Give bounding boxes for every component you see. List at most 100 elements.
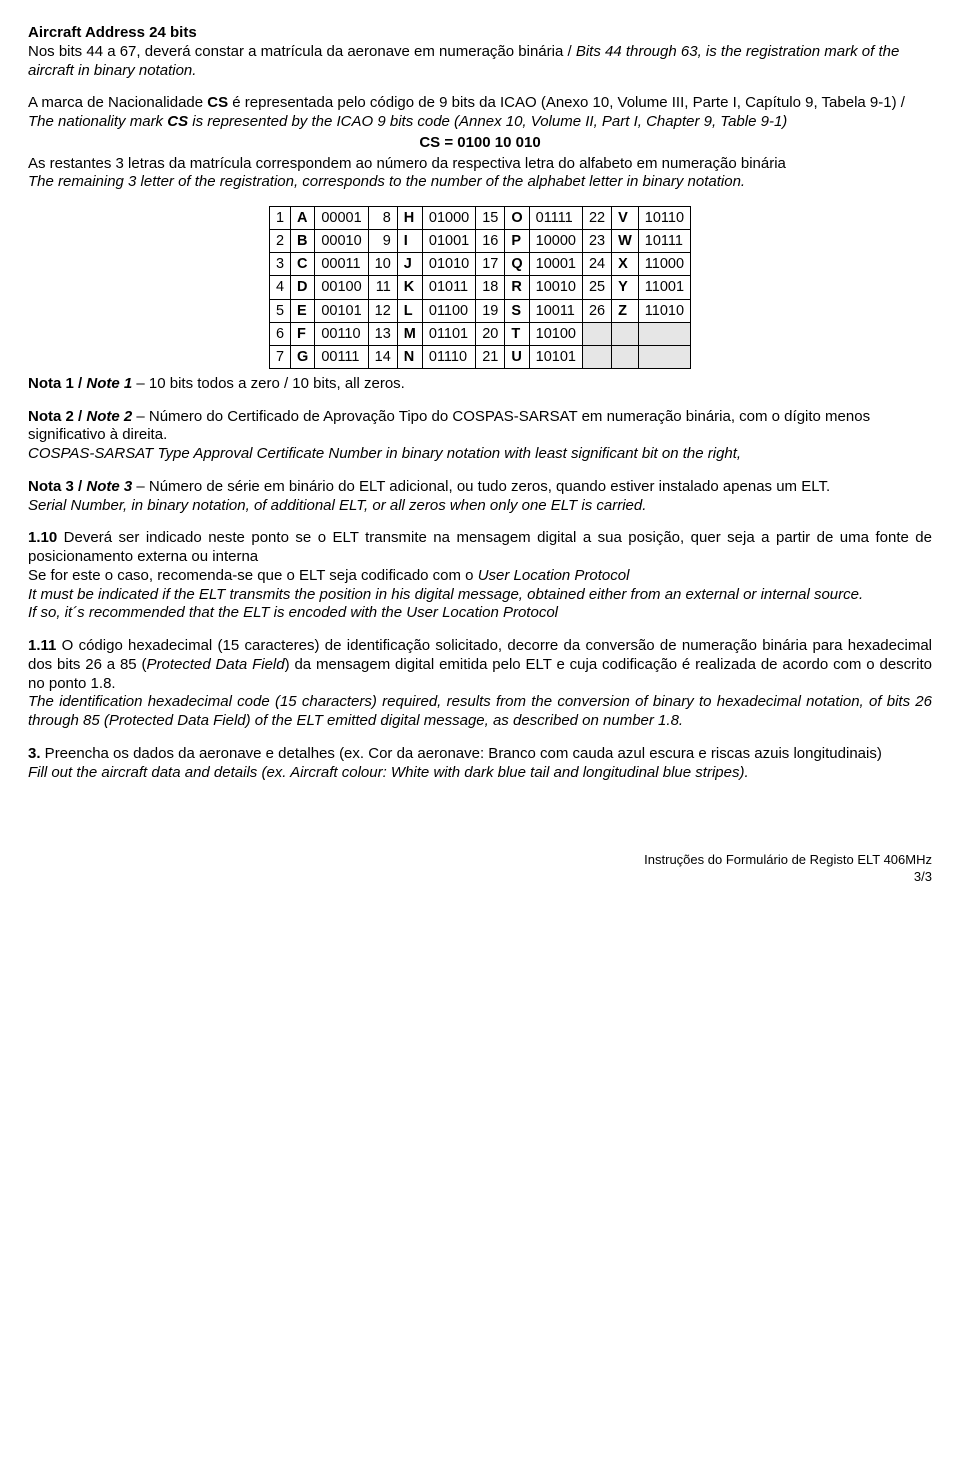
para3-pt: As restantes 3 letras da matrícula corre… bbox=[28, 155, 786, 172]
table-cell: 20 bbox=[476, 322, 505, 345]
table-cell: 00010 bbox=[315, 230, 368, 253]
table-cell: 5 bbox=[269, 299, 290, 322]
table-cell: 10101 bbox=[529, 345, 582, 368]
p3-en: Fill out the aircraft data and details (… bbox=[28, 764, 749, 781]
p110-pt-b: Se for este o caso, recomenda-se que o E… bbox=[28, 567, 478, 584]
note2-en: COSPAS-SARSAT Type Approval Certificate … bbox=[28, 445, 741, 462]
table-cell: P bbox=[505, 230, 529, 253]
table-cell bbox=[612, 345, 639, 368]
p3-num: 3. bbox=[28, 745, 41, 762]
table-cell: D bbox=[291, 276, 315, 299]
table-cell: 6 bbox=[269, 322, 290, 345]
note-3: Nota 3 / Note 3 – Número de série em bin… bbox=[28, 478, 932, 516]
table-cell bbox=[582, 345, 611, 368]
table-cell: 10011 bbox=[529, 299, 582, 322]
para2-en-a: The nationality mark bbox=[28, 113, 167, 130]
table-row: 3C0001110J0101017Q1000124X11000 bbox=[269, 253, 690, 276]
page-footer: Instruções do Formulário de Registo ELT … bbox=[28, 852, 932, 885]
table-row: 6F0011013M0110120T10100 bbox=[269, 322, 690, 345]
table-cell: 01110 bbox=[422, 345, 475, 368]
table-cell: 01000 bbox=[422, 207, 475, 230]
p110-en-b: If so, it´s recommended that the ELT is … bbox=[28, 604, 558, 621]
note2-label-en: Note 2 bbox=[86, 408, 132, 425]
table-cell: 10111 bbox=[638, 230, 690, 253]
note3-en: Serial Number, in binary notation, of ad… bbox=[28, 497, 646, 514]
table-cell: G bbox=[291, 345, 315, 368]
table-cell: 01010 bbox=[422, 253, 475, 276]
footer-line1: Instruções do Formulário de Registo ELT … bbox=[644, 852, 932, 867]
p110-num: 1.10 bbox=[28, 529, 57, 546]
table-cell: 01011 bbox=[422, 276, 475, 299]
table-cell: 10100 bbox=[529, 322, 582, 345]
table-cell: 14 bbox=[368, 345, 397, 368]
table-cell: 7 bbox=[269, 345, 290, 368]
table-cell: 17 bbox=[476, 253, 505, 276]
table-cell: 11 bbox=[368, 276, 397, 299]
table-cell: 24 bbox=[582, 253, 611, 276]
table-cell: L bbox=[397, 299, 422, 322]
table-cell: O bbox=[505, 207, 529, 230]
table-cell: 23 bbox=[582, 230, 611, 253]
table-cell: Y bbox=[612, 276, 639, 299]
footer-line2: 3/3 bbox=[914, 869, 932, 884]
table-cell: T bbox=[505, 322, 529, 345]
table-cell: 15 bbox=[476, 207, 505, 230]
table-cell: 00100 bbox=[315, 276, 368, 299]
note-2: Nota 2 / Note 2 – Número do Certificado … bbox=[28, 408, 932, 464]
table-row: 2B000109I0100116P1000023W10111 bbox=[269, 230, 690, 253]
table-cell: H bbox=[397, 207, 422, 230]
table-cell: 11000 bbox=[638, 253, 690, 276]
table-cell: 19 bbox=[476, 299, 505, 322]
note3-label-pt: Nota 3 / bbox=[28, 478, 86, 495]
table-cell: F bbox=[291, 322, 315, 345]
table-cell: 00011 bbox=[315, 253, 368, 276]
table-cell: X bbox=[612, 253, 639, 276]
table-cell bbox=[638, 322, 690, 345]
table-cell: E bbox=[291, 299, 315, 322]
para-1-11: 1.11 O código hexadecimal (15 caracteres… bbox=[28, 637, 932, 731]
table-row: 4D0010011K0101118R1001025Y11001 bbox=[269, 276, 690, 299]
p110-pt-a: Deverá ser indicado neste ponto se o ELT… bbox=[28, 529, 932, 565]
table-cell: 25 bbox=[582, 276, 611, 299]
table-cell: 01100 bbox=[422, 299, 475, 322]
note2-label-pt: Nota 2 / bbox=[28, 408, 86, 425]
para2-pt-a: A marca de Nacionalidade bbox=[28, 94, 207, 111]
p3-pt: Preencha os dados da aeronave e detalhes… bbox=[41, 745, 882, 762]
cs-label-2: CS bbox=[167, 113, 188, 130]
note2-pt: – Número do Certificado de Aprovação Tip… bbox=[28, 408, 870, 444]
table-cell: 1 bbox=[269, 207, 290, 230]
table-row: 5E0010112L0110019S1001126Z11010 bbox=[269, 299, 690, 322]
table-cell: W bbox=[612, 230, 639, 253]
cs-formula: CS = 0100 10 010 bbox=[28, 134, 932, 153]
note3-pt: – Número de série em binário do ELT adic… bbox=[132, 478, 830, 495]
p111-pdf: Protected Data Field bbox=[147, 656, 285, 673]
table-cell: 10001 bbox=[529, 253, 582, 276]
table-cell: 10110 bbox=[638, 207, 690, 230]
para3-en: The remaining 3 letter of the registrati… bbox=[28, 173, 745, 190]
table-cell: K bbox=[397, 276, 422, 299]
table-cell: U bbox=[505, 345, 529, 368]
note3-label-en: Note 3 bbox=[86, 478, 132, 495]
para-3: 3. Preencha os dados da aeronave e detal… bbox=[28, 745, 932, 783]
table-cell: 2 bbox=[269, 230, 290, 253]
para1-pt: Nos bits 44 a 67, deverá constar a matrí… bbox=[28, 43, 576, 60]
p111-num: 1.11 bbox=[28, 637, 56, 654]
table-cell: S bbox=[505, 299, 529, 322]
ulp-1: User Location Protocol bbox=[478, 567, 630, 584]
heading-aircraft-address: Aircraft Address 24 bits bbox=[28, 24, 932, 43]
table-cell bbox=[612, 322, 639, 345]
table-cell: 4 bbox=[269, 276, 290, 299]
table-cell: A bbox=[291, 207, 315, 230]
table-cell: 26 bbox=[582, 299, 611, 322]
table-cell: 11010 bbox=[638, 299, 690, 322]
table-cell: 00111 bbox=[315, 345, 368, 368]
para2-en-b: is represented by the ICAO 9 bits code (… bbox=[188, 113, 787, 130]
para-remaining-letters: As restantes 3 letras da matrícula corre… bbox=[28, 155, 932, 193]
para-1-10: 1.10 Deverá ser indicado neste ponto se … bbox=[28, 529, 932, 623]
table-cell: I bbox=[397, 230, 422, 253]
alphabet-table: 1A000018H0100015O0111122V101102B000109I0… bbox=[269, 206, 691, 369]
note1-label-en: Note 1 bbox=[86, 375, 132, 392]
table-cell: J bbox=[397, 253, 422, 276]
note1-text: – 10 bits todos a zero / 10 bits, all ze… bbox=[132, 375, 405, 392]
table-cell: 13 bbox=[368, 322, 397, 345]
